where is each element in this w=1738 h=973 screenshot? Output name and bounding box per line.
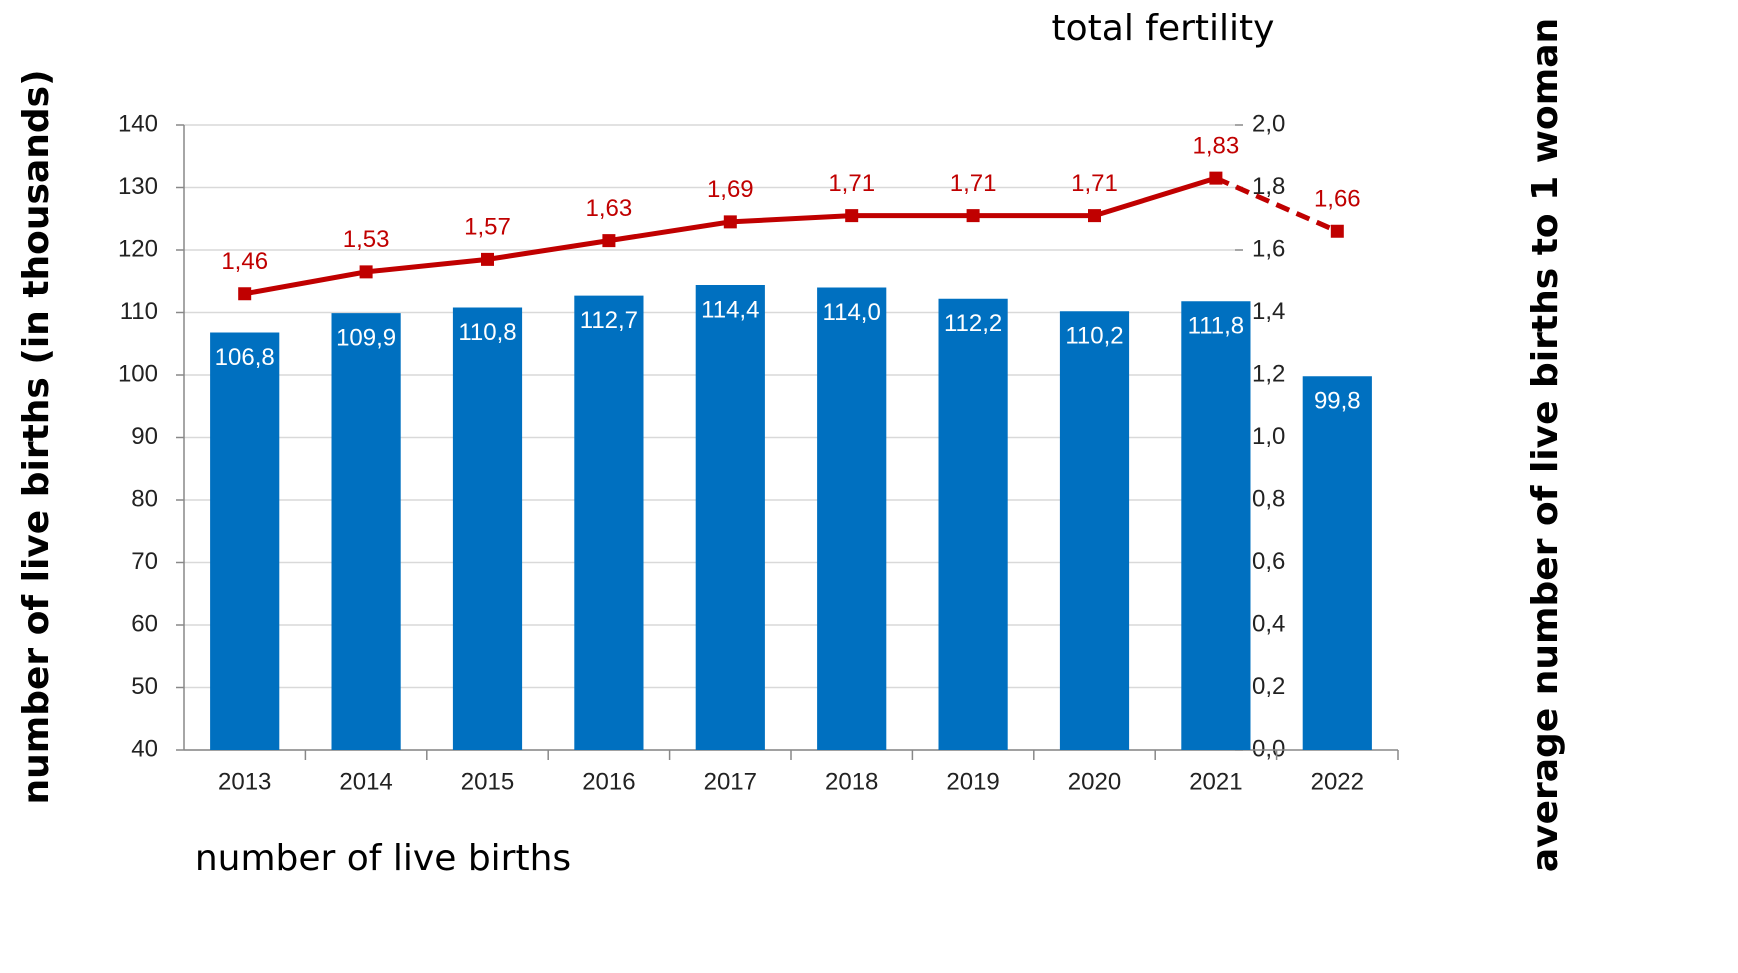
y2-tick-label: 0,4 [1252,610,1285,637]
bar-value-label: 110,8 [458,319,516,346]
bar [1059,311,1130,750]
y-tick-label: 60 [131,610,158,637]
y2-tick-label: 0,8 [1252,485,1285,512]
bar-value-label: 109,9 [336,324,396,351]
line-value-label: 1,63 [586,195,633,222]
bar [574,295,644,750]
y2-tick-label: 0,2 [1252,673,1285,700]
x-tick-label: 2017 [704,768,757,795]
bar-value-label: 99,8 [1314,388,1361,415]
x-tick-label: 2018 [825,768,878,795]
line-marker [1330,224,1344,238]
line-marker [845,209,859,223]
line-value-label: 1,71 [828,170,875,197]
line-value-label: 1,46 [221,248,268,275]
line-value-label: 1,57 [464,214,511,241]
y2-tick-label: 2,0 [1252,110,1285,137]
bar [1181,301,1251,750]
x-tick-label: 2013 [218,768,271,795]
line-marker [1209,171,1223,185]
y-axis-title: number of live births (in thousands) [16,69,57,804]
bar [695,285,765,750]
line-value-label: 1,71 [1071,170,1118,197]
line-marker [1088,209,1101,223]
bar-value-label: 114,0 [823,299,881,326]
y-tick-label: 130 [118,173,158,200]
x-tick-label: 2022 [1311,768,1364,795]
top-title: total fertility [1052,8,1275,49]
y2-tick-label: 1,6 [1252,235,1285,262]
y-tick-label: 120 [118,235,158,262]
y2-tick-label: 0,0 [1252,735,1285,762]
bar [452,307,523,750]
y-tick-label: 40 [131,735,158,762]
line-dashed [1214,175,1339,234]
x-tick-label: 2019 [946,768,999,795]
y-tick-label: 50 [131,673,158,700]
line-marker [723,215,737,229]
line-value-label: 1,66 [1314,186,1361,213]
y2-tick-label: 1,0 [1252,423,1285,450]
bar-value-label: 112,7 [580,307,638,334]
line-value-label: 1,83 [1193,132,1240,159]
x-tick-label: 2015 [461,768,514,795]
x-tick-label: 2020 [1068,768,1121,795]
line-value-label: 1,53 [343,226,390,253]
bar [817,287,887,750]
bottom-title: number of live births [195,838,571,879]
y2-tick-label: 1,2 [1252,360,1285,387]
line-marker [602,234,616,248]
y-tick-label: 90 [131,423,158,450]
y-tick-label: 100 [118,360,158,387]
y-tick-label: 140 [118,110,158,137]
bar [331,313,401,750]
line-marker [238,287,252,301]
bar [210,332,280,750]
y2-tick-label: 1,4 [1252,298,1285,325]
line-value-label: 1,69 [707,176,754,203]
line-marker [481,252,494,266]
bar [1302,376,1372,750]
x-tick-label: 2021 [1189,768,1242,795]
y2-axis-title: average number of live births to 1 woman [1525,18,1566,872]
x-tick-label: 2016 [582,768,635,795]
bar-value-label: 112,2 [944,310,1002,337]
line-marker [966,209,980,223]
bar [938,298,1008,750]
bar-value-label: 110,2 [1065,323,1123,350]
x-tick-label: 2014 [339,768,392,795]
bar-value-label: 111,8 [1188,313,1245,340]
y-tick-label: 70 [131,548,158,575]
y-tick-label: 110 [120,298,158,325]
bar-value-label: 106,8 [215,344,275,371]
line-value-label: 1,71 [950,170,997,197]
bar-value-label: 114,4 [701,296,759,323]
y-tick-label: 80 [131,485,158,512]
y2-tick-label: 0,6 [1252,548,1285,575]
line-marker [359,265,373,279]
